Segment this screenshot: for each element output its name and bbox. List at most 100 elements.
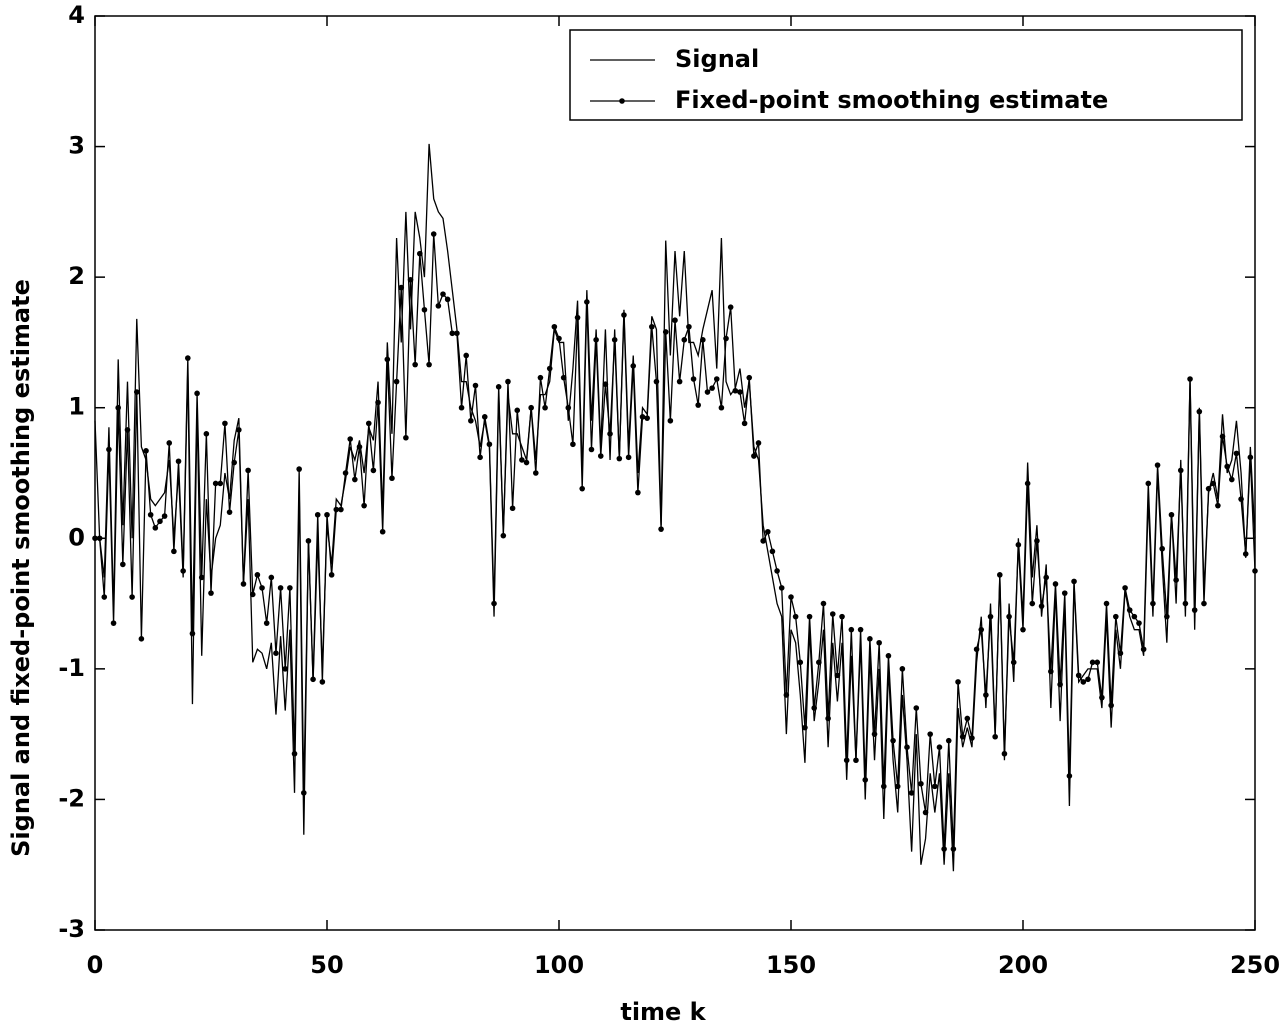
data-point [1113,613,1119,620]
data-point [458,404,465,411]
data-point [435,303,442,309]
data-point [468,417,474,424]
data-point [1020,626,1026,633]
data-point [370,467,377,474]
data-point [500,532,507,539]
data-point [676,378,683,385]
data-point [825,715,831,722]
data-point [635,489,641,496]
data-point [978,626,985,633]
data-point [709,385,715,391]
data-point [310,676,316,683]
data-point [1191,607,1198,613]
data-point [959,733,966,740]
data-point [537,374,544,381]
data-point [871,731,878,737]
data-point [1075,672,1082,679]
data-point [727,304,734,310]
data-point [152,525,159,531]
data-point [166,440,173,446]
data-point [287,585,293,591]
data-point [1210,480,1217,487]
x-tick-label: 150 [766,951,816,979]
data-point [1159,545,1165,552]
plot-frame [94,15,1256,931]
data-point [245,467,251,474]
data-point [792,613,799,620]
data-point [389,475,395,482]
data-point [672,317,678,324]
data-point [695,402,701,408]
data-point [769,548,776,555]
data-point [876,639,882,646]
data-point [1122,585,1128,591]
data-point [407,276,414,283]
data-point [570,441,576,448]
data-point [662,329,669,335]
data-point [333,506,340,513]
data-point [1010,659,1017,666]
y-tick-label: 3 [68,132,85,160]
data-point [881,783,887,790]
data-point [890,737,896,744]
data-point [477,454,483,461]
data-point [1117,650,1124,656]
data-point [314,511,321,518]
x-tick-label: 100 [534,951,584,979]
series-line [94,143,1256,872]
data-point [342,470,349,476]
data-point [1164,613,1170,620]
data-point [379,528,386,535]
data-point [927,731,933,737]
data-point [987,613,994,620]
data-point [574,314,581,321]
series-line [95,234,1256,850]
data-point [969,735,975,741]
data-point [454,330,460,337]
data-point [175,458,182,465]
data-point [106,446,112,453]
data-point [328,572,335,578]
data-point [1182,600,1189,607]
data-point [765,528,771,535]
data-point [788,594,794,600]
data-point [806,613,813,620]
x-tick-label: 200 [998,951,1048,979]
data-point [514,407,521,414]
data-point [746,374,753,381]
data-point [143,448,149,454]
data-point [1061,590,1068,596]
data-point [226,509,233,515]
data-point [523,459,530,466]
data-point [945,737,952,744]
data-point [802,724,808,731]
data-point [1038,603,1045,609]
data-point [1196,408,1203,415]
data-point [157,518,163,525]
data-point [92,535,98,542]
data-point [161,513,168,519]
data-point [667,417,674,424]
data-point [486,441,493,448]
y-tick-label: -3 [58,915,85,943]
data-point [1029,600,1036,607]
data-point [607,431,613,437]
data-point [1219,433,1226,440]
data-point [208,590,214,596]
data-point [997,572,1003,578]
data-point [110,620,117,626]
data-point [904,744,910,750]
data-point [816,659,822,666]
data-point [723,335,729,342]
data-point [519,457,525,463]
data-point [602,381,609,388]
data-point [203,431,210,437]
data-point [198,574,205,581]
data-point [533,470,539,476]
data-point [375,399,381,406]
data-point [649,323,655,330]
data-point [1089,659,1096,666]
data-point [941,846,947,852]
legend-box [569,29,1243,121]
